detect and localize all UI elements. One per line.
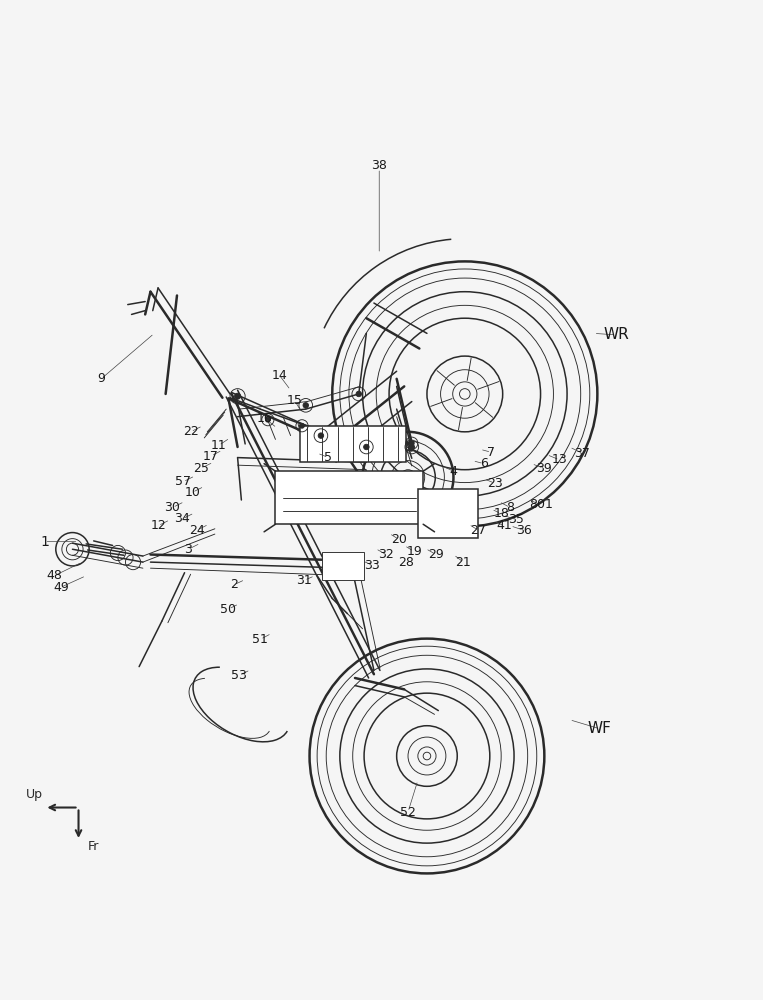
Text: 30: 30 xyxy=(165,501,180,514)
Text: 14: 14 xyxy=(272,369,287,382)
Text: 8: 8 xyxy=(507,501,514,514)
Text: 2: 2 xyxy=(230,578,238,591)
Text: 32: 32 xyxy=(378,548,394,561)
Text: 19: 19 xyxy=(406,545,422,558)
Text: 34: 34 xyxy=(175,512,190,525)
Text: 11: 11 xyxy=(211,439,227,452)
FancyBboxPatch shape xyxy=(275,471,423,524)
Text: 31: 31 xyxy=(296,574,312,587)
Text: 9: 9 xyxy=(98,372,105,385)
Circle shape xyxy=(318,433,324,438)
Text: 17: 17 xyxy=(203,450,219,463)
Text: 29: 29 xyxy=(428,548,444,561)
Text: 53: 53 xyxy=(231,669,247,682)
Text: 801: 801 xyxy=(529,498,552,511)
Text: WF: WF xyxy=(588,721,612,736)
Circle shape xyxy=(356,391,362,397)
Text: WR: WR xyxy=(604,327,629,342)
Text: 35: 35 xyxy=(508,513,524,526)
Text: 12: 12 xyxy=(150,519,166,532)
Text: 20: 20 xyxy=(391,533,407,546)
Text: 57: 57 xyxy=(175,475,191,488)
Circle shape xyxy=(410,441,414,446)
Text: 5: 5 xyxy=(324,451,333,464)
Text: 10: 10 xyxy=(184,486,200,499)
Text: 18: 18 xyxy=(493,507,509,520)
Text: 6: 6 xyxy=(480,457,488,470)
Circle shape xyxy=(409,444,414,450)
Circle shape xyxy=(234,393,240,399)
Text: 21: 21 xyxy=(456,556,472,569)
Circle shape xyxy=(364,444,369,450)
FancyBboxPatch shape xyxy=(300,426,406,462)
Text: 4: 4 xyxy=(449,465,457,478)
Text: 7: 7 xyxy=(488,446,495,459)
Text: 1: 1 xyxy=(40,535,49,549)
Circle shape xyxy=(303,403,308,408)
Text: 15: 15 xyxy=(286,394,302,407)
Text: 51: 51 xyxy=(253,633,269,646)
Text: 24: 24 xyxy=(188,524,204,537)
Text: 25: 25 xyxy=(193,462,209,475)
Text: 49: 49 xyxy=(53,581,69,594)
Text: 23: 23 xyxy=(488,477,503,490)
Text: 33: 33 xyxy=(365,559,380,572)
FancyBboxPatch shape xyxy=(418,489,478,538)
Text: 28: 28 xyxy=(398,556,414,569)
Text: 3: 3 xyxy=(185,543,192,556)
Text: 41: 41 xyxy=(496,519,512,532)
Text: 16: 16 xyxy=(257,412,272,425)
Text: 36: 36 xyxy=(516,524,532,537)
Circle shape xyxy=(266,417,270,422)
Text: 52: 52 xyxy=(400,806,416,819)
Text: 48: 48 xyxy=(47,569,63,582)
Text: 13: 13 xyxy=(552,453,568,466)
FancyBboxPatch shape xyxy=(323,552,364,580)
Text: 39: 39 xyxy=(536,462,552,475)
Text: 27: 27 xyxy=(471,524,486,537)
Text: 22: 22 xyxy=(183,425,198,438)
Text: 37: 37 xyxy=(575,447,590,460)
Text: 38: 38 xyxy=(372,159,387,172)
Text: 50: 50 xyxy=(221,603,237,616)
Circle shape xyxy=(300,423,304,428)
Text: Fr: Fr xyxy=(88,840,99,853)
Text: Up: Up xyxy=(26,788,43,801)
